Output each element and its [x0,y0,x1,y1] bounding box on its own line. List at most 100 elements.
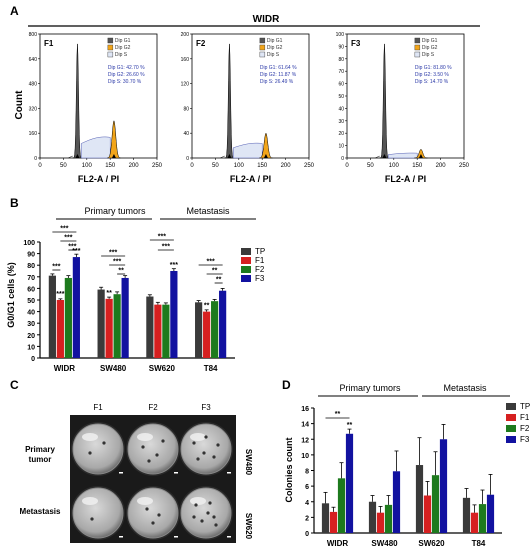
bar-tp [321,503,330,533]
significance-mark: ** [347,422,353,429]
legend-swatch-f3 [241,275,251,282]
bar-f3 [439,439,448,533]
legend-swatch-f1 [241,257,251,264]
colony-dot [202,451,206,455]
y-tick-label: 10 [338,144,344,150]
histogram-name: F3 [351,39,361,48]
peak-marker-icon [75,154,80,158]
y-tick-label: 100 [336,32,345,38]
y-tick-label: 40 [27,310,35,317]
bar-f2 [478,504,487,533]
panel-d-group-metastasis: Metastasis [443,383,487,393]
colony-dot [141,445,145,449]
y-tick-label: 20 [338,131,344,137]
legend-label: F3 [255,274,265,283]
y-tick-label: 4 [305,500,309,507]
dish-glare [190,433,206,441]
bar-f1 [470,512,479,533]
y-tick-label: 60 [338,82,344,88]
colony-dot [192,515,196,519]
panel-c-svg: F1 F2 F3 Primary tumor Metastasis SW480 … [20,403,253,543]
bar-tp [195,302,203,358]
category-label: WIDR [54,364,76,373]
panel-d-group-primary: Primary tumors [339,383,401,393]
legend-swatch-f1 [506,414,516,421]
histogram-f2: 0 40 80 120 160 200 0 50 100 150 200 250 FL2-A / PI F… [181,32,315,184]
legend-swatch [107,51,114,58]
legend-swatch [107,44,114,51]
panel-b-ylabel: G0/G1 cells (%) [6,262,16,328]
x-tick-label: 100 [234,163,245,169]
panel-d-ylabel: Colonies count [284,437,294,502]
panel-label-b: B [10,196,19,210]
significance-mark: *** [158,234,166,241]
histogram-f3: 0 10 20 30 40 50 60 70 80 90 100 0 50 100 150 200 250 FL2… [336,32,470,184]
significance-mark: *** [162,244,170,251]
y-tick-label: 320 [29,106,38,112]
y-tick-label: 50 [338,94,344,100]
y-tick-label: 10 [301,453,309,460]
y-tick-label: 2 [305,515,309,522]
y-tick-label: 120 [181,82,190,88]
panel-a-ylabel: Count [14,90,25,120]
y-tick-label: 0 [31,356,35,363]
histogram-name: F1 [44,39,54,48]
colony-dot [212,455,216,459]
colony-dot [88,451,92,455]
y-tick-label: 40 [183,131,189,137]
g1-peak [224,43,235,159]
dish-plate [127,487,179,539]
legend-label: Dip S [267,52,280,58]
colony-dot [216,443,220,447]
legend-label: Dip S [422,52,435,58]
y-tick-label: 0 [341,156,344,162]
bar-f1 [154,304,162,358]
bar-f2 [337,478,346,533]
dish-glare [137,433,153,441]
panel-c-col-f3: F3 [201,403,211,412]
bar-f2 [113,294,121,358]
scale-bar [227,472,231,474]
bar-f2 [431,475,440,533]
colony-dish [126,486,180,540]
y-tick-label: 60 [27,286,35,293]
legend-swatch-f2 [241,266,251,273]
s-phase-area [232,142,263,159]
y-tick-label: 8 [305,469,309,476]
colony-dot [208,501,212,505]
dish-plate [127,423,179,475]
y-tick-label: 0 [186,156,189,162]
dish-plate [180,487,232,539]
dish-glare [82,497,98,505]
legend-label: Dip G1 [115,38,131,44]
significance-mark: *** [64,235,72,242]
x-tick-label: 50 [60,163,67,169]
y-tick-label: 160 [181,57,190,63]
legend-label: TP [255,247,265,256]
legend-swatch-tp [506,403,516,410]
legend-label: Dip G1 [267,38,283,44]
x-tick-label: 200 [281,163,292,169]
bar-f1 [423,495,432,533]
bar-tp [415,465,424,533]
colony-dot [214,523,218,527]
bar-f2 [162,304,170,358]
scale-bar [174,536,178,538]
y-tick-label: 0 [34,156,37,162]
scale-bar [119,472,123,474]
panel-label-a: A [10,4,19,18]
colony-dot [206,511,210,515]
bar-f1 [376,512,385,533]
x-tick-label: 150 [105,163,116,169]
panel-c-row-metastasis: Metastasis [20,507,61,516]
bar-f3 [72,257,80,358]
bar-f3 [392,471,401,533]
colony-dot [212,515,216,519]
y-tick-label: 6 [305,484,309,491]
colony-dish [179,486,233,540]
colony-dot [196,457,200,461]
phase-stat: Dip G1: 61.64 % [260,65,297,71]
x-tick-label: 250 [152,163,163,169]
s-phase-area [80,136,111,159]
panel-c-col-f1: F1 [93,403,103,412]
